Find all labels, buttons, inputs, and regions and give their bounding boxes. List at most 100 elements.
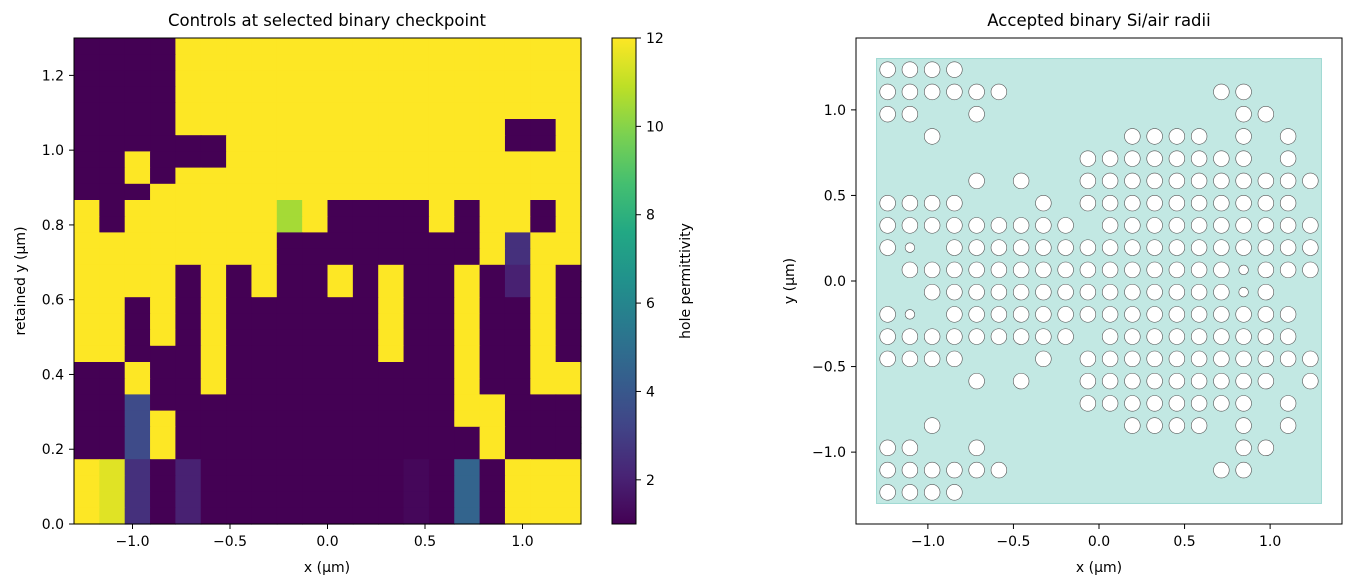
air-hole: [1101, 395, 1119, 412]
heatmap-cell: [200, 459, 227, 476]
heatmap-cell: [175, 200, 202, 217]
heatmap-title: Controls at selected binary checkpoint: [168, 11, 487, 30]
heatmap-cell: [403, 345, 430, 363]
heatmap-cell: [378, 345, 405, 363]
heatmap-cell: [226, 119, 253, 136]
heatmap-cell: [124, 459, 151, 476]
heatmap-cell: [530, 102, 557, 120]
heatmap-cell: [479, 216, 506, 233]
heatmap-cell: [428, 410, 455, 428]
heatmap-cell: [479, 200, 506, 217]
heatmap-cell: [150, 329, 176, 347]
air-hole: [901, 439, 919, 457]
heatmap-cell: [555, 281, 582, 298]
air-hole: [1279, 395, 1297, 412]
heatmap-cell: [555, 345, 582, 363]
air-hole: [1302, 261, 1319, 279]
heatmap-cell: [479, 345, 506, 363]
silicon-region: [876, 58, 1322, 504]
heatmap-cell: [378, 70, 405, 88]
heatmap-cell: [352, 281, 379, 298]
air-hole: [1035, 194, 1052, 212]
heatmap-cell: [150, 38, 176, 55]
heatmap-cell: [99, 394, 126, 412]
heatmap-cell: [479, 507, 506, 525]
air-hole: [1190, 372, 1208, 390]
heatmap-cell: [302, 378, 329, 395]
heatmap-cell: [74, 313, 100, 331]
heatmap-cell: [327, 216, 354, 233]
heatmap-cell: [428, 200, 455, 217]
heatmap-cell: [276, 248, 303, 266]
heatmap-cell: [555, 297, 582, 314]
air-hole: [1146, 417, 1163, 434]
heatmap-cell: [200, 281, 227, 298]
heatmap-cell: [428, 54, 455, 71]
air-hole: [1190, 194, 1208, 212]
heatmap-cell: [454, 410, 481, 428]
heatmap-cell: [378, 426, 405, 444]
heatmap-cell: [454, 216, 481, 233]
heatmap-cell: [378, 200, 405, 217]
air-hole: [1124, 217, 1141, 234]
heatmap-cell: [530, 362, 557, 379]
air-hole: [879, 439, 896, 457]
heatmap-cell: [454, 345, 481, 363]
heatmap-cell: [99, 200, 126, 217]
air-hole: [1101, 283, 1119, 301]
air-hole: [1279, 128, 1297, 145]
heatmap-cell: [276, 362, 303, 379]
air-hole: [1101, 217, 1119, 234]
heatmap-cell: [352, 248, 379, 266]
radii-y-ticks: −1.0 −0.5 0.0 0.5 1.0: [812, 103, 856, 461]
heatmap-cell: [124, 248, 151, 266]
heatmap-cell: [403, 86, 430, 104]
air-hole: [990, 461, 1008, 479]
heatmap-cell: [428, 329, 455, 347]
air-hole: [901, 328, 919, 345]
air-hole: [1035, 350, 1052, 368]
heatmap-cell: [504, 378, 531, 395]
air-hole: [1079, 306, 1097, 323]
air-hole: [1079, 283, 1097, 301]
heatmap-cell: [530, 410, 557, 428]
air-hole: [1235, 217, 1252, 234]
heatmap-cell: [530, 86, 557, 104]
heatmap-y-tick-label: 1.2: [42, 68, 64, 84]
heatmap-cell: [555, 507, 582, 525]
heatmap-cell: [504, 345, 531, 363]
heatmap-cell: [99, 443, 126, 460]
heatmap-cell: [302, 119, 329, 136]
heatmap-cell: [99, 54, 126, 71]
heatmap-cell: [302, 475, 329, 493]
heatmap-cell: [454, 248, 481, 266]
air-hole: [1057, 328, 1074, 345]
heatmap-cell: [74, 119, 100, 136]
heatmap-cell: [555, 200, 582, 217]
air-hole: [968, 283, 985, 301]
heatmap-cell: [226, 491, 253, 509]
heatmap-cell: [175, 378, 202, 395]
air-hole: [1146, 217, 1163, 234]
heatmap-cell: [302, 313, 329, 331]
air-hole: [1235, 461, 1252, 479]
air-hole: [1213, 261, 1230, 279]
heatmap-cell: [175, 281, 202, 298]
heatmap-cell: [378, 248, 405, 266]
air-hole: [1257, 328, 1275, 345]
air-hole: [1101, 194, 1119, 212]
air-hole: [879, 194, 896, 212]
air-hole: [946, 283, 963, 301]
air-hole: [923, 283, 941, 301]
heatmap-cell: [454, 200, 481, 217]
heatmap-cell: [124, 362, 151, 379]
heatmap-cell: [124, 475, 151, 493]
heatmap-cell: [124, 183, 151, 201]
heatmap-cell: [200, 362, 227, 379]
heatmap-cell: [428, 459, 455, 476]
air-hole: [923, 328, 941, 345]
heatmap-cell: [200, 183, 227, 201]
heatmap-cell: [378, 216, 405, 233]
heatmap-cell: [403, 200, 430, 217]
radii-y-tick-label: −1.0: [812, 445, 846, 461]
